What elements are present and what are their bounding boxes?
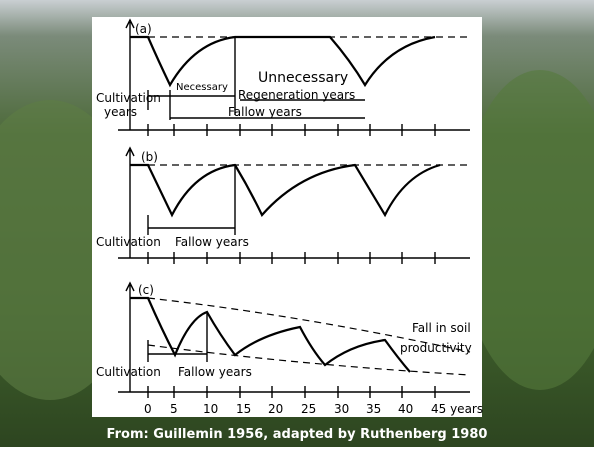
axis-label: 40	[398, 402, 413, 416]
axis-label: 30	[334, 402, 349, 416]
necessary-label: Necessary	[176, 82, 228, 93]
regeneration-label: Regeneration years	[238, 88, 355, 102]
soil-label: Fall in soil	[412, 321, 471, 335]
axis-label: 0	[144, 402, 152, 416]
axis-label: 10	[203, 402, 218, 416]
cultivation-label: years	[104, 105, 137, 119]
axis-label: 25	[301, 402, 316, 416]
axis-label: 5	[170, 402, 178, 416]
panel-label: (c)	[138, 283, 154, 297]
caption: From: Guillemin 1956, adapted by Ruthenb…	[107, 427, 488, 442]
panel-label: (a)	[135, 22, 152, 36]
axis-label: 45 years	[431, 402, 483, 416]
soil-label: productivity	[400, 341, 472, 355]
axis-label: 15	[236, 402, 251, 416]
unnecessary-label: Unnecessary	[258, 70, 348, 86]
fallow-label: Fallow years	[228, 105, 302, 119]
cultivation-label: Cultivation	[96, 365, 161, 379]
fallow-label: Fallow years	[175, 235, 249, 249]
page: (a) Necessary Unnecessary Cultivation ye…	[0, 0, 594, 447]
axis-label: 35	[366, 402, 381, 416]
cultivation-label: Cultivation	[96, 235, 161, 249]
axis-label: 20	[268, 402, 283, 416]
cultivation-label: Cultivation	[96, 91, 161, 105]
fallow-label: Fallow years	[178, 365, 252, 379]
panel-label: (b)	[141, 150, 158, 164]
slide: (a) Necessary Unnecessary Cultivation ye…	[0, 0, 594, 447]
